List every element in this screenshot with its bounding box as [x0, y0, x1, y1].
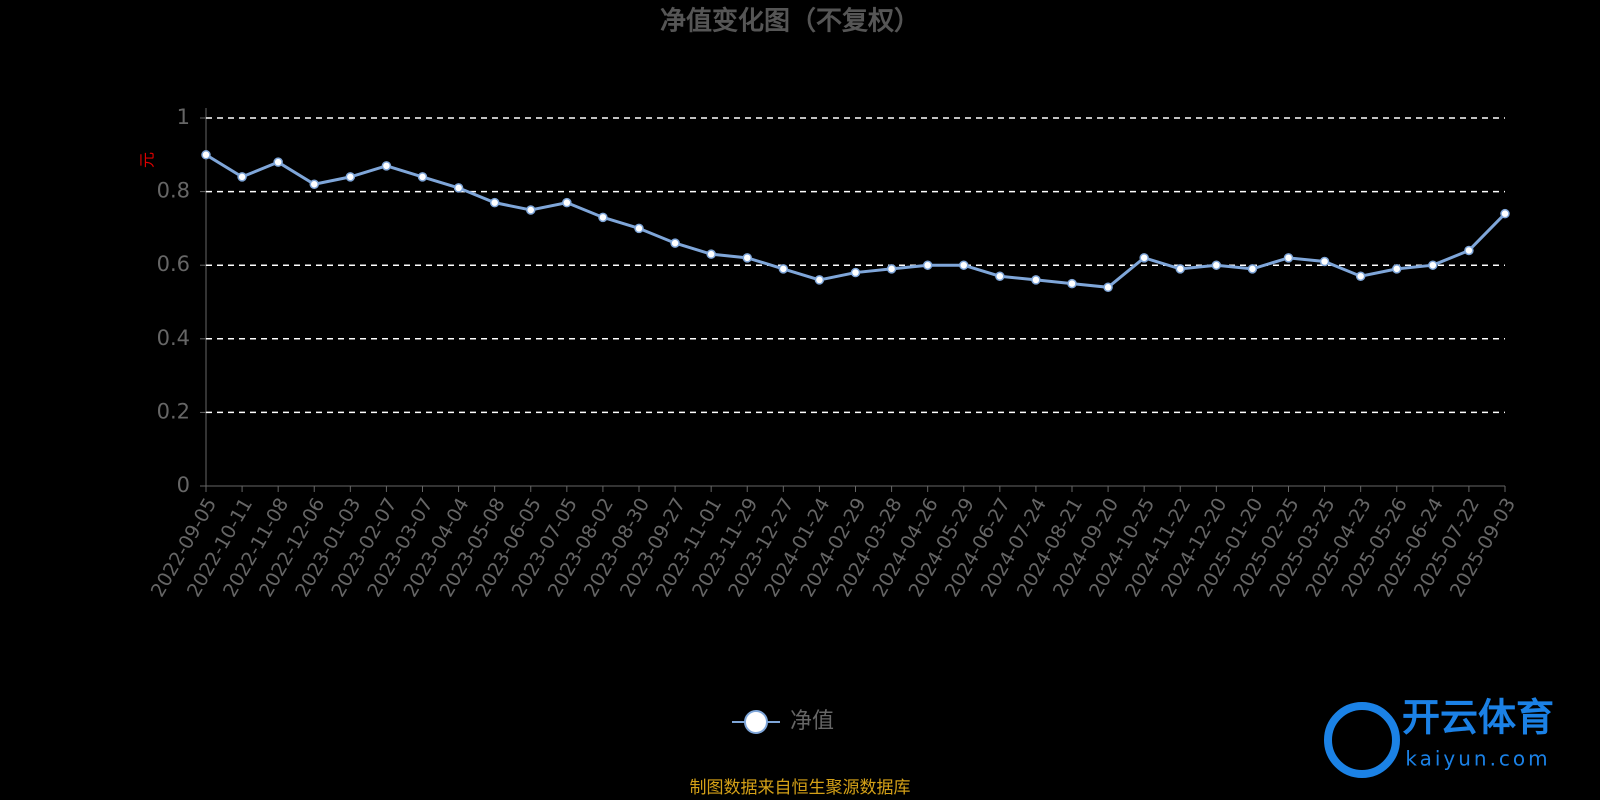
point [886, 264, 897, 274]
point [237, 172, 247, 182]
point [1355, 271, 1366, 281]
y-tick-label: 0.6 [157, 252, 190, 276]
point [273, 157, 283, 167]
point [489, 197, 500, 208]
point [742, 253, 752, 263]
point [417, 172, 428, 182]
point [1031, 275, 1041, 285]
point [706, 249, 716, 259]
watermark-logo [1324, 702, 1400, 778]
point [670, 238, 680, 248]
point [201, 150, 211, 160]
y-tick-label: 0.2 [157, 399, 190, 423]
point [1175, 264, 1185, 274]
point [526, 205, 536, 215]
point [814, 275, 825, 285]
watermark-text: 开云体育 [1402, 696, 1554, 740]
y-tick-label: 0.8 [157, 179, 190, 203]
y-tick-label: 0.4 [157, 326, 190, 350]
point [1464, 245, 1474, 256]
point [345, 172, 356, 182]
point [1319, 256, 1330, 267]
point [453, 183, 464, 193]
point [634, 223, 644, 234]
point [562, 197, 572, 208]
point [309, 179, 319, 189]
point [1139, 253, 1149, 263]
y-axis-label: 元 [138, 152, 157, 168]
source-note: 制图数据来自恒生聚源数据库 [690, 778, 911, 798]
y-tick-label: 0 [177, 473, 190, 497]
watermark-url: kaiyun.com [1405, 747, 1550, 771]
legend-marker [744, 710, 768, 734]
point [850, 267, 861, 278]
point [381, 161, 392, 171]
point [995, 271, 1005, 281]
legend-label: 净值 [790, 709, 834, 734]
point [1067, 278, 1077, 289]
point [1211, 260, 1222, 270]
point [1428, 260, 1438, 270]
y-tick-label: 1 [177, 105, 190, 129]
chart-title: 净值变化图（不复权） [660, 6, 920, 37]
point [1392, 264, 1402, 274]
point [1283, 253, 1294, 263]
point [922, 260, 933, 270]
point [1247, 264, 1258, 274]
point [598, 212, 608, 223]
point [959, 260, 969, 270]
point [778, 264, 789, 274]
point [1500, 208, 1510, 219]
point [1103, 282, 1113, 293]
watermark: 开云体育 kaiyun.com [1324, 696, 1554, 778]
